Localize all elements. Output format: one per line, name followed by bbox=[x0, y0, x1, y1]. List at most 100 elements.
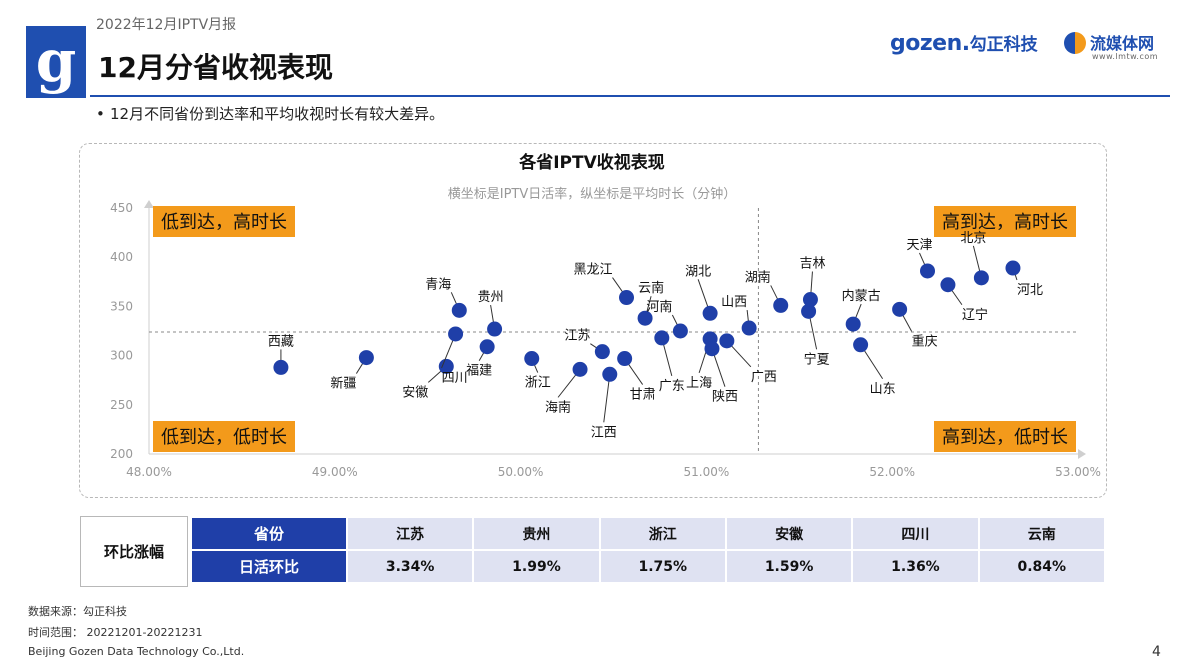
data-point bbox=[438, 358, 454, 374]
summary-label: 环比涨幅 bbox=[80, 516, 188, 587]
bullet-dot-icon: • bbox=[96, 105, 105, 123]
gozen-logo: g bbox=[26, 26, 86, 98]
summary-value-5: 1.36% bbox=[853, 551, 978, 582]
data-point bbox=[448, 326, 464, 342]
x-tick-label: 51.00% bbox=[684, 465, 730, 479]
point-label: 上海 bbox=[686, 376, 712, 391]
point-label: 广西 bbox=[751, 370, 777, 385]
leader-line bbox=[603, 374, 611, 423]
quadrant-box-bottom-right bbox=[934, 421, 1076, 452]
chart-frame bbox=[79, 143, 1107, 498]
summary-value-2: 1.99% bbox=[474, 551, 599, 582]
company-name: Beijing Gozen Data Technology Co.,Ltd. bbox=[28, 645, 245, 658]
gozen-brand: gozen.勾正科技 bbox=[890, 30, 1038, 56]
point-label: 甘肃 bbox=[630, 388, 656, 403]
point-label: 河南 bbox=[646, 299, 672, 315]
point-label: 云南 bbox=[638, 280, 664, 296]
summary-row-values: 日活环比 3.34% 1.99% 1.75% 1.59% 1.36% 0.84% bbox=[192, 551, 1104, 582]
data-point bbox=[845, 316, 861, 332]
point-label: 陕西 bbox=[712, 390, 738, 405]
axes: 48.00% 49.00% 50.00% 51.00% 52.00% 53.00% 200 2… bbox=[110, 200, 1101, 479]
summary-province-6: 云南 bbox=[979, 518, 1104, 549]
data-point bbox=[892, 301, 908, 317]
point-label: 辽宁 bbox=[962, 307, 988, 323]
lmtw-url: www.lmtw.com bbox=[1092, 52, 1159, 61]
summary-grid: 省份 江苏 贵州 浙江 安徽 四川 云南 日活环比 3.34% 1.99% 1.… bbox=[190, 516, 1106, 584]
chart-subtitle: 横坐标是IPTV日活率，纵坐标是平均时长（分钟） bbox=[448, 186, 737, 202]
point-label: 广东 bbox=[659, 379, 685, 394]
data-point bbox=[358, 350, 374, 366]
point-label: 宁夏 bbox=[804, 351, 830, 367]
data-point bbox=[702, 305, 718, 321]
chart-title: 各省IPTV收视表现 bbox=[518, 152, 665, 173]
summary-province-2: 贵州 bbox=[474, 518, 599, 549]
summary-row-province: 省份 江苏 贵州 浙江 安徽 四川 云南 bbox=[192, 518, 1104, 549]
point-label: 西藏 bbox=[268, 334, 294, 349]
summary-header-province: 省份 bbox=[192, 518, 346, 549]
point-label: 贵州 bbox=[478, 290, 504, 305]
y-tick-label: 350 bbox=[110, 299, 133, 313]
data-point bbox=[773, 297, 789, 313]
time-range: 时间范围： 20221201-20221231 bbox=[28, 626, 203, 639]
x-tick-label: 49.00% bbox=[312, 465, 358, 479]
point-label: 山东 bbox=[870, 382, 896, 397]
quadrant-label-bottom-left: 低到达，低时长 bbox=[161, 427, 287, 448]
data-point bbox=[619, 290, 635, 306]
data-point bbox=[801, 303, 817, 319]
data-point bbox=[973, 270, 989, 286]
data-point bbox=[719, 333, 735, 349]
point-label: 河北 bbox=[1017, 283, 1043, 298]
bullet-text: 12月不同省份到达率和平均收视时长有较大差异。 bbox=[110, 105, 445, 123]
quadrant-label-bottom-right: 高到达，低时长 bbox=[942, 427, 1068, 448]
x-axis-arrow-icon bbox=[1078, 449, 1086, 459]
point-label: 福建 bbox=[466, 364, 492, 379]
data-point bbox=[853, 337, 869, 353]
data-point bbox=[602, 366, 618, 382]
quadrant-dividers bbox=[149, 208, 1078, 454]
summary-value-6: 0.84% bbox=[979, 551, 1104, 582]
lmtw-logo-icon bbox=[1064, 32, 1086, 54]
report-name: 2022年12月IPTV月报 bbox=[96, 17, 237, 33]
data-point bbox=[617, 351, 633, 367]
summary-province-3: 浙江 bbox=[600, 518, 725, 549]
point-label: 四川 bbox=[442, 371, 468, 386]
y-tick-label: 400 bbox=[110, 250, 133, 264]
gozen-brand-latin: gozen. bbox=[890, 31, 970, 56]
data-source: 数据来源：勾正科技 bbox=[28, 605, 127, 618]
data-point bbox=[524, 351, 540, 367]
point-label: 青海 bbox=[425, 277, 451, 292]
point-label: 山西 bbox=[721, 295, 747, 310]
data-point bbox=[940, 277, 956, 293]
title-divider bbox=[90, 95, 1170, 97]
point-label: 黑龙江 bbox=[573, 263, 612, 278]
data-point bbox=[637, 310, 653, 326]
data-point bbox=[479, 339, 495, 355]
point-label: 新疆 bbox=[330, 376, 356, 392]
data-point bbox=[741, 320, 757, 336]
data-point bbox=[654, 330, 670, 346]
quadrant-label-top-left: 低到达，高时长 bbox=[161, 212, 287, 233]
summary-header-dau: 日活环比 bbox=[192, 551, 346, 582]
data-point bbox=[451, 302, 467, 318]
data-point bbox=[920, 263, 936, 279]
data-point bbox=[572, 361, 588, 377]
point-label: 吉林 bbox=[799, 257, 825, 272]
x-tick-label: 53.00% bbox=[1055, 465, 1101, 479]
data-point bbox=[802, 292, 818, 308]
data-point bbox=[594, 344, 610, 360]
page-title: 12月分省收视表现 bbox=[98, 51, 333, 84]
summary-value-3: 1.75% bbox=[600, 551, 725, 582]
point-label: 江西 bbox=[591, 425, 617, 440]
y-axis-arrow-icon bbox=[144, 200, 154, 208]
logo-letter: g bbox=[35, 27, 77, 95]
y-tick-label: 450 bbox=[110, 201, 133, 215]
x-tick-label: 48.00% bbox=[126, 465, 172, 479]
page-number: 4 bbox=[1152, 644, 1161, 660]
summary-province-4: 安徽 bbox=[726, 518, 852, 549]
data-point bbox=[672, 323, 688, 339]
summary-value-1: 3.34% bbox=[347, 551, 473, 582]
summary-table: 环比涨幅 省份 江苏 贵州 浙江 安徽 四川 云南 日活环比 3.34% 1.9… bbox=[80, 516, 1106, 587]
point-label: 江苏 bbox=[564, 328, 590, 344]
